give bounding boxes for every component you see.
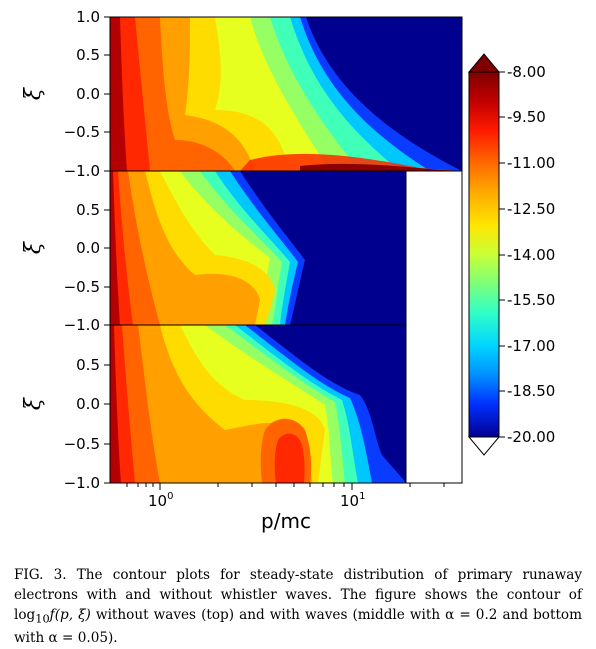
ytick-marks	[104, 16, 110, 484]
ylabel-bottom: ξ	[21, 396, 46, 410]
yticks-middle: 0.5 0.0 −0.5 −1.0	[64, 201, 100, 334]
ylabel-middle: ξ	[21, 240, 46, 254]
panel-top	[109, 16, 463, 172]
xtick-label-1: 100	[148, 491, 173, 510]
caption-text-1: The contour plots for steady-state distr…	[14, 566, 582, 603]
colorbar-tick: -8.00	[507, 63, 546, 81]
colorbar: -8.00 -9.50 -11.00 -12.50 -14.00 -15.50 …	[467, 53, 555, 456]
ytick-label: 0.0	[76, 239, 100, 257]
panel-middle	[109, 170, 407, 326]
caption-math-log: log	[14, 606, 36, 623]
contour-figure: 1.0 0.5 0.0 −0.5 −1.0 0.5 0.0 −0.5 −1.0 …	[21, 8, 555, 533]
xtick-label-10: 101	[340, 491, 365, 510]
figure-caption: FIG. 3. The contour plots for steady-sta…	[14, 565, 582, 649]
ytick-label: 0.0	[76, 85, 100, 103]
colorbar-body	[468, 71, 500, 438]
caption-text-2: without waves (top) and with waves (midd…	[14, 606, 582, 647]
ylabel-top: ξ	[21, 86, 46, 100]
colorbar-tick: -14.00	[507, 246, 555, 264]
yticks-top: 1.0 0.5 0.0 −0.5 −1.0	[64, 8, 100, 180]
xtick-marks	[126, 483, 445, 490]
caption-math-f: f(p, ξ)	[49, 606, 91, 623]
colorbar-tick: -15.50	[507, 291, 555, 309]
caption-label: FIG. 3.	[14, 566, 67, 583]
xlabel: p/mc	[261, 509, 311, 533]
ytick-label: 0.5	[76, 356, 100, 374]
xtick-labels: 100 101	[148, 491, 365, 510]
ytick-label: 0.5	[76, 46, 100, 64]
colorbar-tick: -9.50	[507, 108, 546, 126]
colorbar-tick: -12.50	[507, 200, 555, 218]
colorbar-max-arrow	[467, 53, 501, 73]
colorbar-tick: -18.50	[507, 382, 555, 400]
colorbar-min-arrow	[467, 436, 501, 456]
colorbar-tick: -11.00	[507, 154, 555, 172]
ytick-label: −0.5	[64, 278, 100, 296]
ytick-label: −0.5	[64, 435, 100, 453]
ytick-label: 0.0	[76, 395, 100, 413]
ytick-label: −1.0	[64, 316, 100, 334]
ytick-label: 1.0	[76, 8, 100, 26]
ytick-label: −0.5	[64, 123, 100, 141]
ytick-label: 0.5	[76, 201, 100, 219]
colorbar-tick: -17.00	[507, 337, 555, 355]
caption-math-sub: 10	[35, 611, 50, 626]
ytick-label: −1.0	[64, 474, 100, 492]
ytick-label: −1.0	[64, 162, 100, 180]
colorbar-tick: -20.00	[507, 428, 555, 446]
panel-bottom	[109, 324, 407, 484]
yticks-bottom: 0.5 0.0 −0.5 −1.0	[64, 356, 100, 492]
axes-frame	[109, 16, 463, 484]
